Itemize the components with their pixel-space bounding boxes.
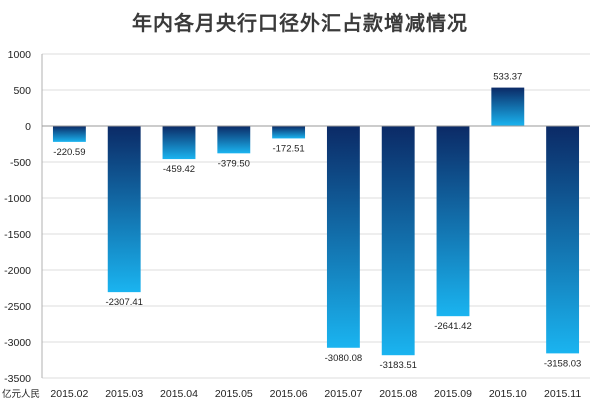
y-tick-label: 0 <box>25 121 31 133</box>
x-tick-label: 2015.07 <box>324 388 362 400</box>
data-label: -3183.51 <box>379 360 417 371</box>
bar-2015.03 <box>107 126 141 293</box>
data-label: -2641.42 <box>434 321 472 332</box>
x-tick-label: 2015.10 <box>489 388 527 400</box>
data-label: -220.59 <box>53 147 85 158</box>
y-tick-label: -3500 <box>4 373 31 385</box>
bar-2015.09 <box>436 126 470 317</box>
x-tick-label: 2015.03 <box>105 388 143 400</box>
y-tick-label: 1000 <box>8 49 32 61</box>
bar-2015.04 <box>162 126 196 160</box>
chart-title: 年内各月央行口径外汇占款增减情况 <box>132 11 468 35</box>
x-tick-label: 2015.05 <box>215 388 253 400</box>
data-label: -3080.08 <box>325 353 363 364</box>
y-tick-label: -500 <box>10 157 31 169</box>
y-tick-label: -2500 <box>4 301 31 313</box>
data-label: -459.42 <box>163 164 195 175</box>
bar-2015.08 <box>381 126 415 356</box>
x-tick-label: 2015.04 <box>160 388 198 400</box>
data-label: -3158.03 <box>544 358 582 369</box>
data-label: -2307.41 <box>105 297 143 308</box>
y-tick-label: -1000 <box>4 193 31 205</box>
x-tick-label: 2015.06 <box>270 388 308 400</box>
bar-2015.02 <box>52 126 86 142</box>
data-label: -172.51 <box>272 143 304 154</box>
y-tick-label: 500 <box>13 85 31 97</box>
x-tick-label: 2015.09 <box>434 388 472 400</box>
data-label: 533.37 <box>493 72 522 83</box>
bar-2015.07 <box>326 126 360 348</box>
unit-label: 亿元人民 <box>2 388 40 400</box>
bar-2015.10 <box>491 87 525 126</box>
y-tick-label: -2000 <box>4 265 31 277</box>
bar-2015.05 <box>217 126 251 154</box>
x-tick-label: 2015.11 <box>544 388 581 400</box>
x-tick-label: 2015.08 <box>379 388 417 400</box>
x-tick-label: 2015.02 <box>50 388 88 400</box>
bar-2015.06 <box>272 126 306 139</box>
y-tick-label: -3000 <box>4 337 31 349</box>
data-label: -379.50 <box>218 158 250 169</box>
y-tick-label: -1500 <box>4 229 31 241</box>
bar-2015.11 <box>546 126 580 354</box>
